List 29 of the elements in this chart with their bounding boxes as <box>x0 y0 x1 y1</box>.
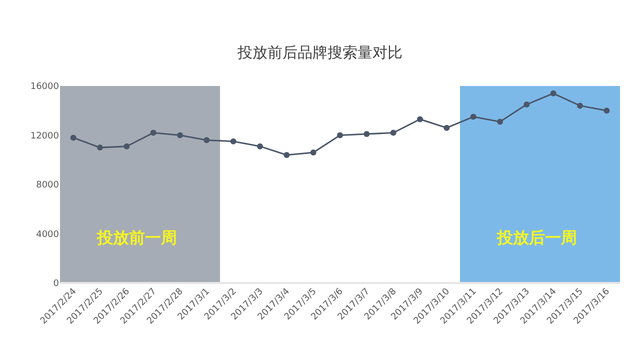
point <box>337 132 343 138</box>
point <box>124 143 130 150</box>
point <box>390 130 396 136</box>
band-label: 投放前一周 <box>96 228 177 247</box>
point <box>417 116 423 122</box>
y-tick-label: 0 <box>53 279 60 290</box>
point <box>577 102 583 109</box>
band-label: 投放后一周 <box>496 228 577 247</box>
y-tick-label: 8000 <box>36 180 60 191</box>
y-tick-label: 16000 <box>30 82 60 92</box>
point <box>604 108 610 114</box>
point <box>97 144 103 151</box>
point <box>524 101 530 108</box>
point <box>497 118 503 125</box>
point <box>230 138 236 144</box>
y-tick-label: 4000 <box>36 230 60 240</box>
point <box>470 114 476 120</box>
y-tick-label: 12000 <box>30 131 60 142</box>
point <box>444 124 450 131</box>
chart-title: 投放前后品牌搜索量对比 <box>236 43 402 62</box>
point <box>284 152 290 158</box>
point <box>550 90 556 96</box>
point <box>70 134 76 141</box>
point <box>364 131 370 138</box>
point <box>204 137 210 144</box>
point <box>150 130 156 136</box>
point <box>177 132 183 138</box>
point <box>257 143 263 150</box>
point <box>310 149 316 156</box>
